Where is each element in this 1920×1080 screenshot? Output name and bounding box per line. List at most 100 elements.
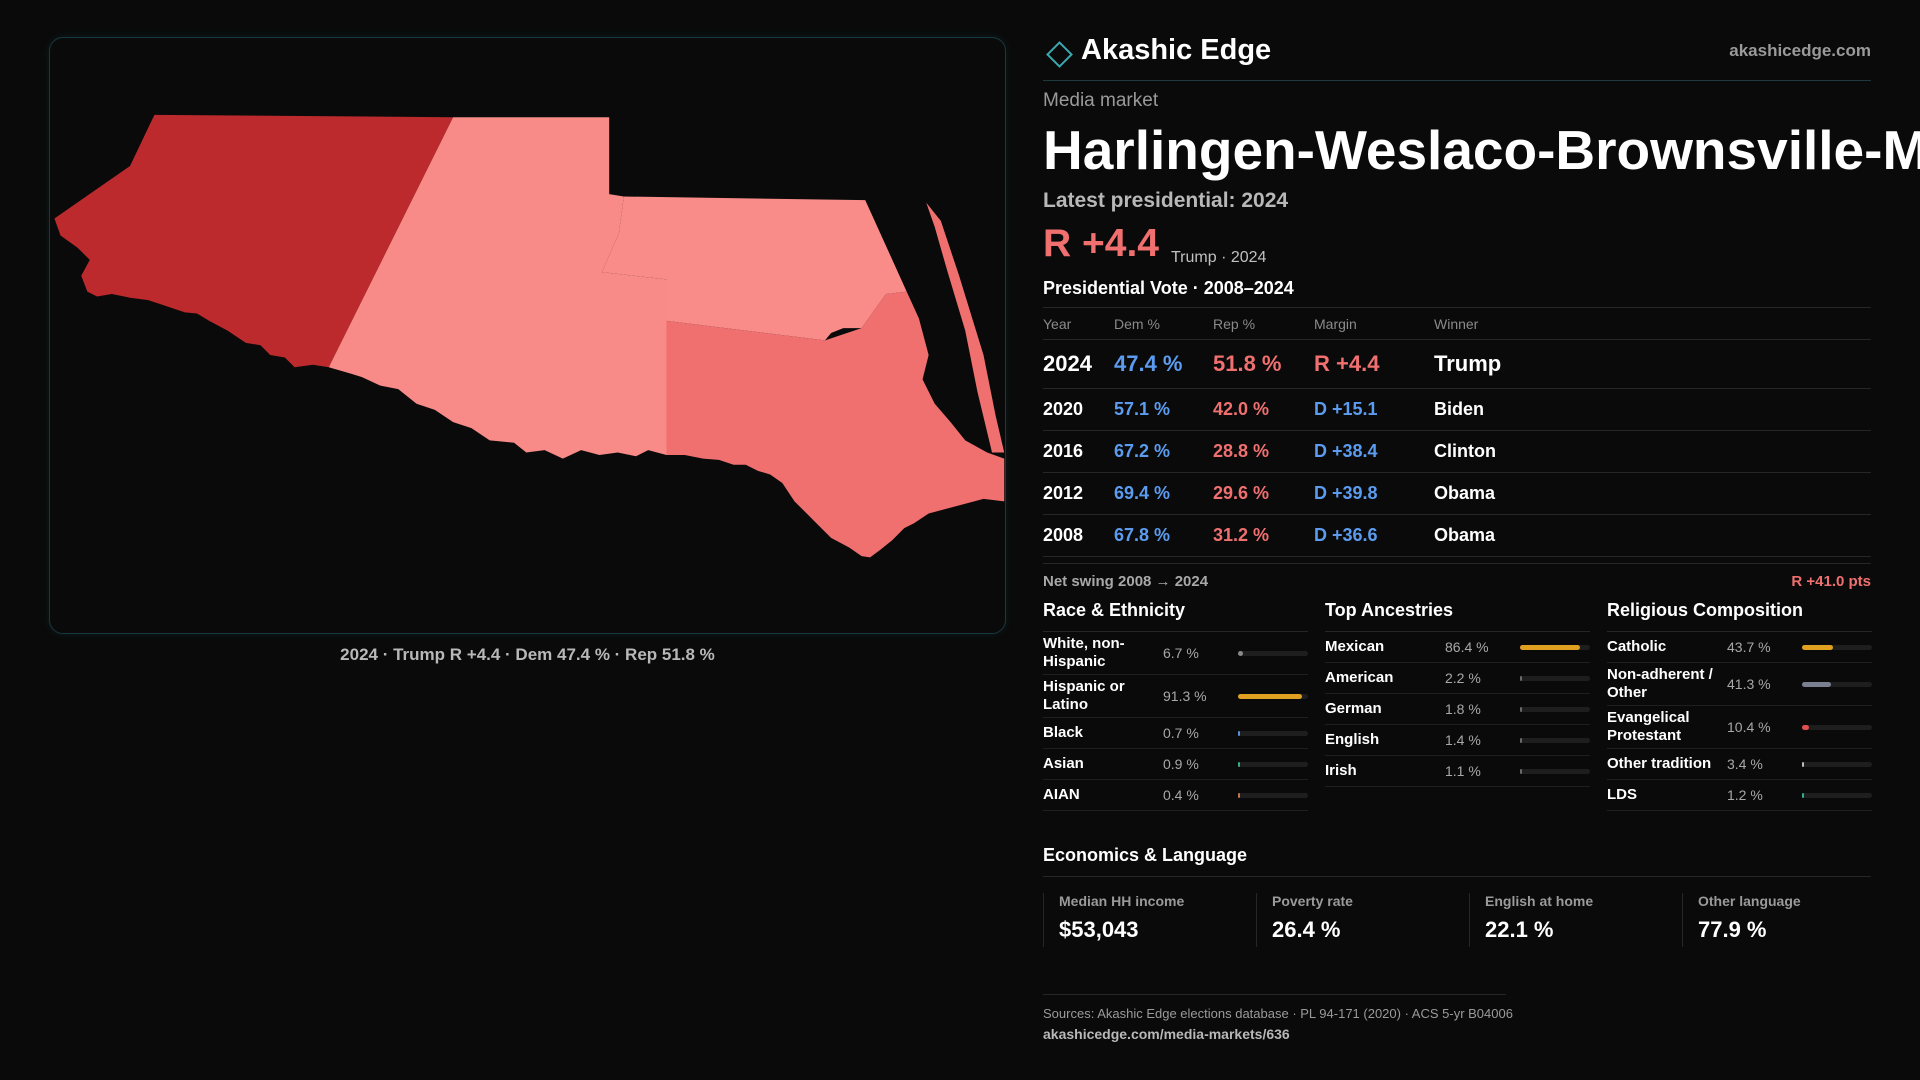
demo-label: Asian (1043, 755, 1084, 772)
bar-track (1802, 792, 1872, 798)
bar (1802, 681, 1831, 687)
stat-label: Other language (1698, 893, 1801, 909)
demo-column: Race & Ethnicity White, non-Hispanic 6.7 %… (1043, 600, 1308, 811)
bar-track (1802, 644, 1872, 650)
cell: Biden (1434, 388, 1871, 431)
bar (1238, 693, 1302, 699)
sources: Sources: Akashic Edge elections database… (1043, 1006, 1513, 1021)
cell: Obama (1434, 514, 1871, 557)
demo-label: Other tradition (1607, 755, 1712, 772)
bar (1520, 706, 1522, 712)
cell: 47.4 % (1114, 339, 1213, 389)
county (328, 117, 667, 459)
cell: R +4.4 (1314, 339, 1434, 389)
bar-track (1520, 706, 1590, 712)
demo-label: American (1325, 669, 1394, 686)
demo-row: LDS 1.2 % (1607, 780, 1872, 811)
cell: D +15.1 (1314, 388, 1434, 431)
demo-label: AIAN (1043, 786, 1080, 803)
bar-track (1520, 768, 1590, 774)
demo-row: White, non-Hispanic 6.7 % (1043, 632, 1308, 675)
demo-title: Race & Ethnicity (1043, 600, 1308, 632)
bar-track (1238, 792, 1308, 798)
cell: Clinton (1434, 430, 1871, 473)
demo-value: 6.7 % (1163, 645, 1199, 661)
stat-label: Poverty rate (1272, 893, 1353, 909)
stat-value: 22.1 % (1485, 917, 1554, 942)
bar (1802, 724, 1810, 730)
demo-label: Hispanic or Latino (1043, 678, 1125, 713)
econ-title: Economics & Language (1043, 845, 1248, 865)
bar (1520, 644, 1581, 650)
demo-column: Religious Composition Catholic 43.7 % Non-a… (1607, 600, 1872, 811)
bar-track (1802, 724, 1872, 730)
cell: D +36.6 (1314, 514, 1434, 557)
logo (1046, 41, 1073, 68)
divider (1043, 563, 1871, 564)
bar-track (1520, 737, 1590, 743)
vote-row: 2008 67.8 % 31.2 % D +36.6 Obama (1043, 514, 1871, 557)
demo-row: American 2.2 % (1325, 663, 1590, 694)
cell: 2012 (1043, 472, 1114, 515)
swing-value: R +41.0 pts (1791, 573, 1871, 590)
site: akashicedge.com (1729, 41, 1871, 60)
demo-value: 91.3 % (1163, 688, 1207, 704)
divider (1043, 994, 1506, 995)
bar (1802, 792, 1804, 798)
demo-row: English 1.4 % (1325, 725, 1590, 756)
stat: English at home 22.1 % (1469, 893, 1683, 947)
vote-row: 2020 57.1 % 42.0 % D +15.1 Biden (1043, 388, 1871, 431)
demo-label: German (1325, 700, 1382, 717)
demo-row: Hispanic or Latino 91.3 % (1043, 675, 1308, 718)
cell: 2008 (1043, 514, 1114, 557)
county (54, 114, 454, 368)
demo-row: Evangelical Protestant 10.4 % (1607, 706, 1872, 749)
demo-row: Mexican 86.4 % (1325, 632, 1590, 663)
county (666, 291, 1005, 558)
county (601, 196, 907, 341)
bar (1238, 761, 1240, 767)
demo-row: AIAN 0.4 % (1043, 780, 1308, 811)
bar-track (1238, 650, 1308, 656)
column-header: Dem % (1114, 307, 1213, 340)
column-header: Year (1043, 307, 1114, 340)
demo-value: 0.9 % (1163, 756, 1199, 772)
demo-value: 1.1 % (1445, 763, 1481, 779)
demo-row: Black 0.7 % (1043, 718, 1308, 749)
bar-track (1238, 761, 1308, 767)
stat: Poverty rate 26.4 % (1256, 893, 1470, 947)
bar (1238, 730, 1240, 736)
bar-track (1238, 730, 1308, 736)
demo-row: Catholic 43.7 % (1607, 632, 1872, 663)
cell: 2024 (1043, 339, 1114, 389)
bar-track (1802, 681, 1872, 687)
map-panel (49, 37, 1006, 634)
demo-title: Top Ancestries (1325, 600, 1590, 632)
cell: Obama (1434, 472, 1871, 515)
stat-label: English at home (1485, 893, 1594, 909)
demo-row: Irish 1.1 % (1325, 756, 1590, 787)
swing-label: Net swing 2008 → 2024 (1043, 573, 1209, 590)
cell: 57.1 % (1114, 388, 1213, 431)
demo-label: Catholic (1607, 638, 1667, 655)
demo-label: English (1325, 731, 1380, 748)
demo-value: 0.4 % (1163, 787, 1199, 803)
island (926, 202, 1005, 453)
demo-value: 3.4 % (1727, 756, 1763, 772)
info-panel: Akashic Edge akashicedge.com Media marke… (1043, 0, 1920, 1080)
stat-label: Median HH income (1059, 893, 1185, 909)
stat-value: 26.4 % (1272, 917, 1341, 942)
demo-label: Evangelical Protestant (1607, 709, 1690, 744)
demo-label: LDS (1607, 786, 1637, 803)
map (54, 114, 1005, 558)
divider (1043, 876, 1871, 877)
demo-label: Irish (1325, 762, 1357, 779)
stat-value: $53,043 (1059, 917, 1139, 942)
demo-label: Mexican (1325, 638, 1385, 655)
demo-row: German 1.8 % (1325, 694, 1590, 725)
demo-value: 86.4 % (1445, 639, 1489, 655)
divider (1043, 80, 1871, 81)
demo-label: White, non-Hispanic (1043, 635, 1125, 670)
column-header: Winner (1434, 307, 1871, 340)
